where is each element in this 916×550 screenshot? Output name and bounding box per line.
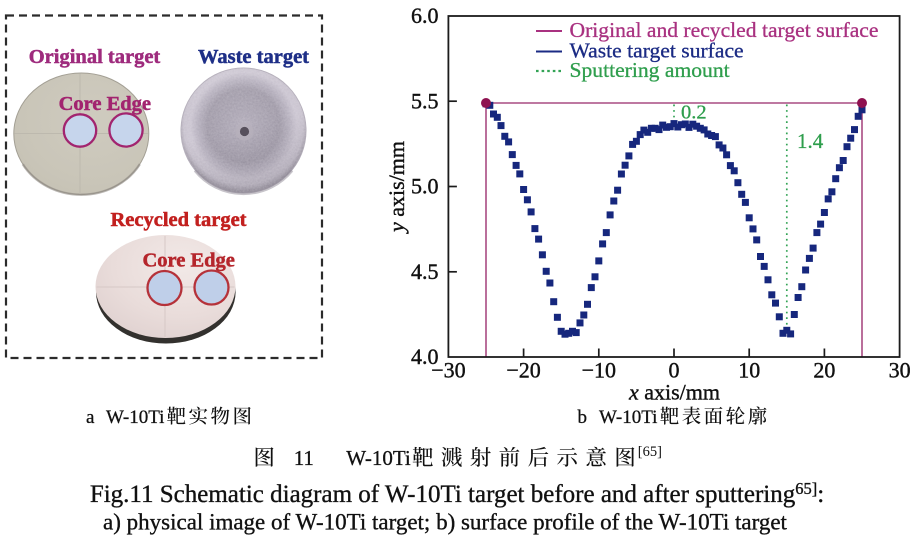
- svg-text:Original and recycled target s: Original and recycled target surface: [570, 18, 879, 42]
- svg-text:1.4: 1.4: [797, 129, 824, 153]
- svg-text:W-10Ti: W-10Ti: [346, 446, 411, 470]
- svg-text:x axis/mm: x axis/mm: [628, 380, 720, 405]
- svg-text:20: 20: [813, 358, 835, 383]
- svg-text:a) physical image of W-10Ti ta: a) physical image of W-10Ti target; b) s…: [103, 510, 788, 535]
- svg-text:y axis/mm: y axis/mm: [384, 141, 409, 234]
- svg-text:Waste target surface: Waste target surface: [570, 39, 744, 63]
- svg-text:−20: −20: [506, 358, 540, 383]
- svg-text:6.0: 6.0: [411, 3, 439, 28]
- svg-text:30: 30: [889, 358, 911, 383]
- svg-text:W-10Ti: W-10Ti: [106, 407, 164, 428]
- svg-text:a: a: [86, 407, 95, 428]
- svg-text:W-10Ti: W-10Ti: [599, 407, 657, 428]
- svg-text:−10: −10: [582, 358, 616, 383]
- svg-text:4.5: 4.5: [411, 259, 439, 284]
- svg-text:5.0: 5.0: [411, 174, 439, 199]
- svg-text:b: b: [578, 407, 588, 428]
- svg-text:[65]: [65]: [638, 444, 662, 460]
- svg-text:0: 0: [669, 358, 680, 383]
- svg-text:4.0: 4.0: [411, 344, 439, 369]
- svg-text:Sputtering amount: Sputtering amount: [570, 58, 730, 82]
- svg-text:5.5: 5.5: [411, 89, 439, 114]
- svg-text:Core Edge: Core Edge: [59, 93, 151, 115]
- svg-text:10: 10: [738, 358, 760, 383]
- svg-text:Core Edge: Core Edge: [142, 250, 234, 272]
- svg-text:Waste target: Waste target: [198, 46, 309, 68]
- svg-text:0.2: 0.2: [681, 102, 707, 124]
- svg-text:11: 11: [294, 446, 314, 470]
- svg-text:Original target: Original target: [29, 46, 161, 68]
- svg-text:Recycled target: Recycled target: [110, 209, 246, 231]
- svg-text:Fig.11 Schematic diagram of W-: Fig.11 Schematic diagram of W-10Ti targe…: [90, 479, 824, 508]
- svg-text:−30: −30: [431, 358, 465, 383]
